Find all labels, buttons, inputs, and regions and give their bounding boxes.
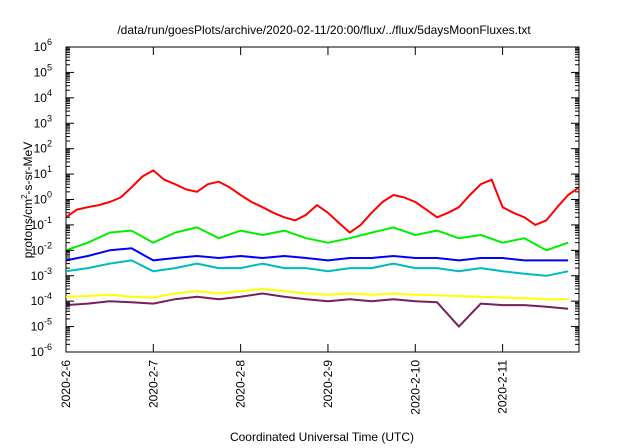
x-tick-label: 2020-2-10 — [408, 360, 422, 415]
y-tick-base: 10 — [34, 40, 48, 54]
x-tick-label: 2020-2-6 — [59, 360, 73, 408]
y-tick-exp: 5 — [47, 62, 52, 72]
x-tick-label: 2020-2-9 — [321, 360, 335, 408]
series-line — [65, 247, 569, 262]
y-tick-exp: 2 — [47, 139, 52, 149]
plot-area — [65, 46, 580, 353]
x-tick-label: 2020-2-7 — [146, 360, 160, 408]
y-tick-base: 10 — [31, 345, 45, 359]
y-tick-label: 10-2 — [31, 240, 52, 257]
y-tick-label: 10-6 — [31, 342, 52, 359]
series-line — [65, 169, 580, 234]
y-tick-label: 105 — [34, 62, 52, 79]
y-axis-label-sup: 2 — [20, 194, 29, 199]
y-tick-label: 106 — [34, 37, 52, 54]
x-axis-label: Coordinated Universal Time (UTC) — [230, 430, 414, 444]
y-tick-label: 10-1 — [31, 215, 52, 232]
y-tick-label: 100 — [34, 190, 52, 207]
y-tick-base: 10 — [31, 269, 45, 283]
y-tick-exp: -6 — [44, 342, 52, 352]
y-tick-label: 104 — [34, 88, 52, 105]
y-tick-base: 10 — [34, 167, 48, 181]
series-lines — [65, 169, 580, 328]
y-tick-exp: 4 — [47, 88, 52, 98]
y-tick-base: 10 — [34, 116, 48, 130]
y-tick-base: 10 — [31, 294, 45, 308]
y-tick-exp: -5 — [44, 317, 52, 327]
y-tick-label: 101 — [34, 164, 52, 181]
y-tick-exp: 0 — [47, 190, 52, 200]
y-tick-exp: -4 — [44, 291, 52, 301]
y-tick-base: 10 — [34, 193, 48, 207]
y-tick-exp: -3 — [44, 266, 52, 276]
series-line — [65, 226, 569, 252]
y-tick-exp: -1 — [44, 215, 52, 225]
x-tick-label: 2020-2-8 — [234, 360, 248, 408]
y-tick-base: 10 — [31, 218, 45, 232]
y-tick-label: 102 — [34, 139, 52, 156]
y-tick-exp: 3 — [47, 113, 52, 123]
y-axis-label-pre: protons/cm — [21, 199, 35, 258]
y-tick-exp: 6 — [47, 37, 52, 47]
y-axis: 10-610-510-410-310-210-11001011021031041… — [31, 37, 579, 359]
series-line — [65, 292, 569, 328]
chart-title: /data/run/goesPlots/archive/2020-02-11/2… — [117, 23, 531, 37]
y-axis-label: protons/cm2-s-sr-MeV — [20, 142, 35, 258]
y-tick-base: 10 — [34, 142, 48, 156]
y-tick-base: 10 — [31, 320, 45, 334]
x-tick-label: 2020-2-11 — [496, 360, 510, 414]
y-tick-label: 103 — [34, 113, 52, 130]
y-tick-base: 10 — [34, 91, 48, 105]
y-tick-exp: -2 — [44, 240, 52, 250]
y-tick-label: 10-4 — [31, 291, 52, 308]
x-axis: 2020-2-6 2020-2-7 2020-2-8 2020-2-9 2020-2-1… — [59, 47, 510, 415]
y-axis-label-post: -s-sr-MeV — [21, 142, 35, 195]
series-line — [65, 259, 569, 277]
y-tick-label: 10-5 — [31, 317, 52, 334]
y-tick-base: 10 — [31, 243, 45, 257]
y-tick-label: 10-3 — [31, 266, 52, 283]
y-tick-exp: 1 — [47, 164, 52, 174]
series-line — [65, 288, 569, 301]
plot-frame — [65, 46, 580, 353]
y-tick-base: 10 — [34, 65, 48, 79]
